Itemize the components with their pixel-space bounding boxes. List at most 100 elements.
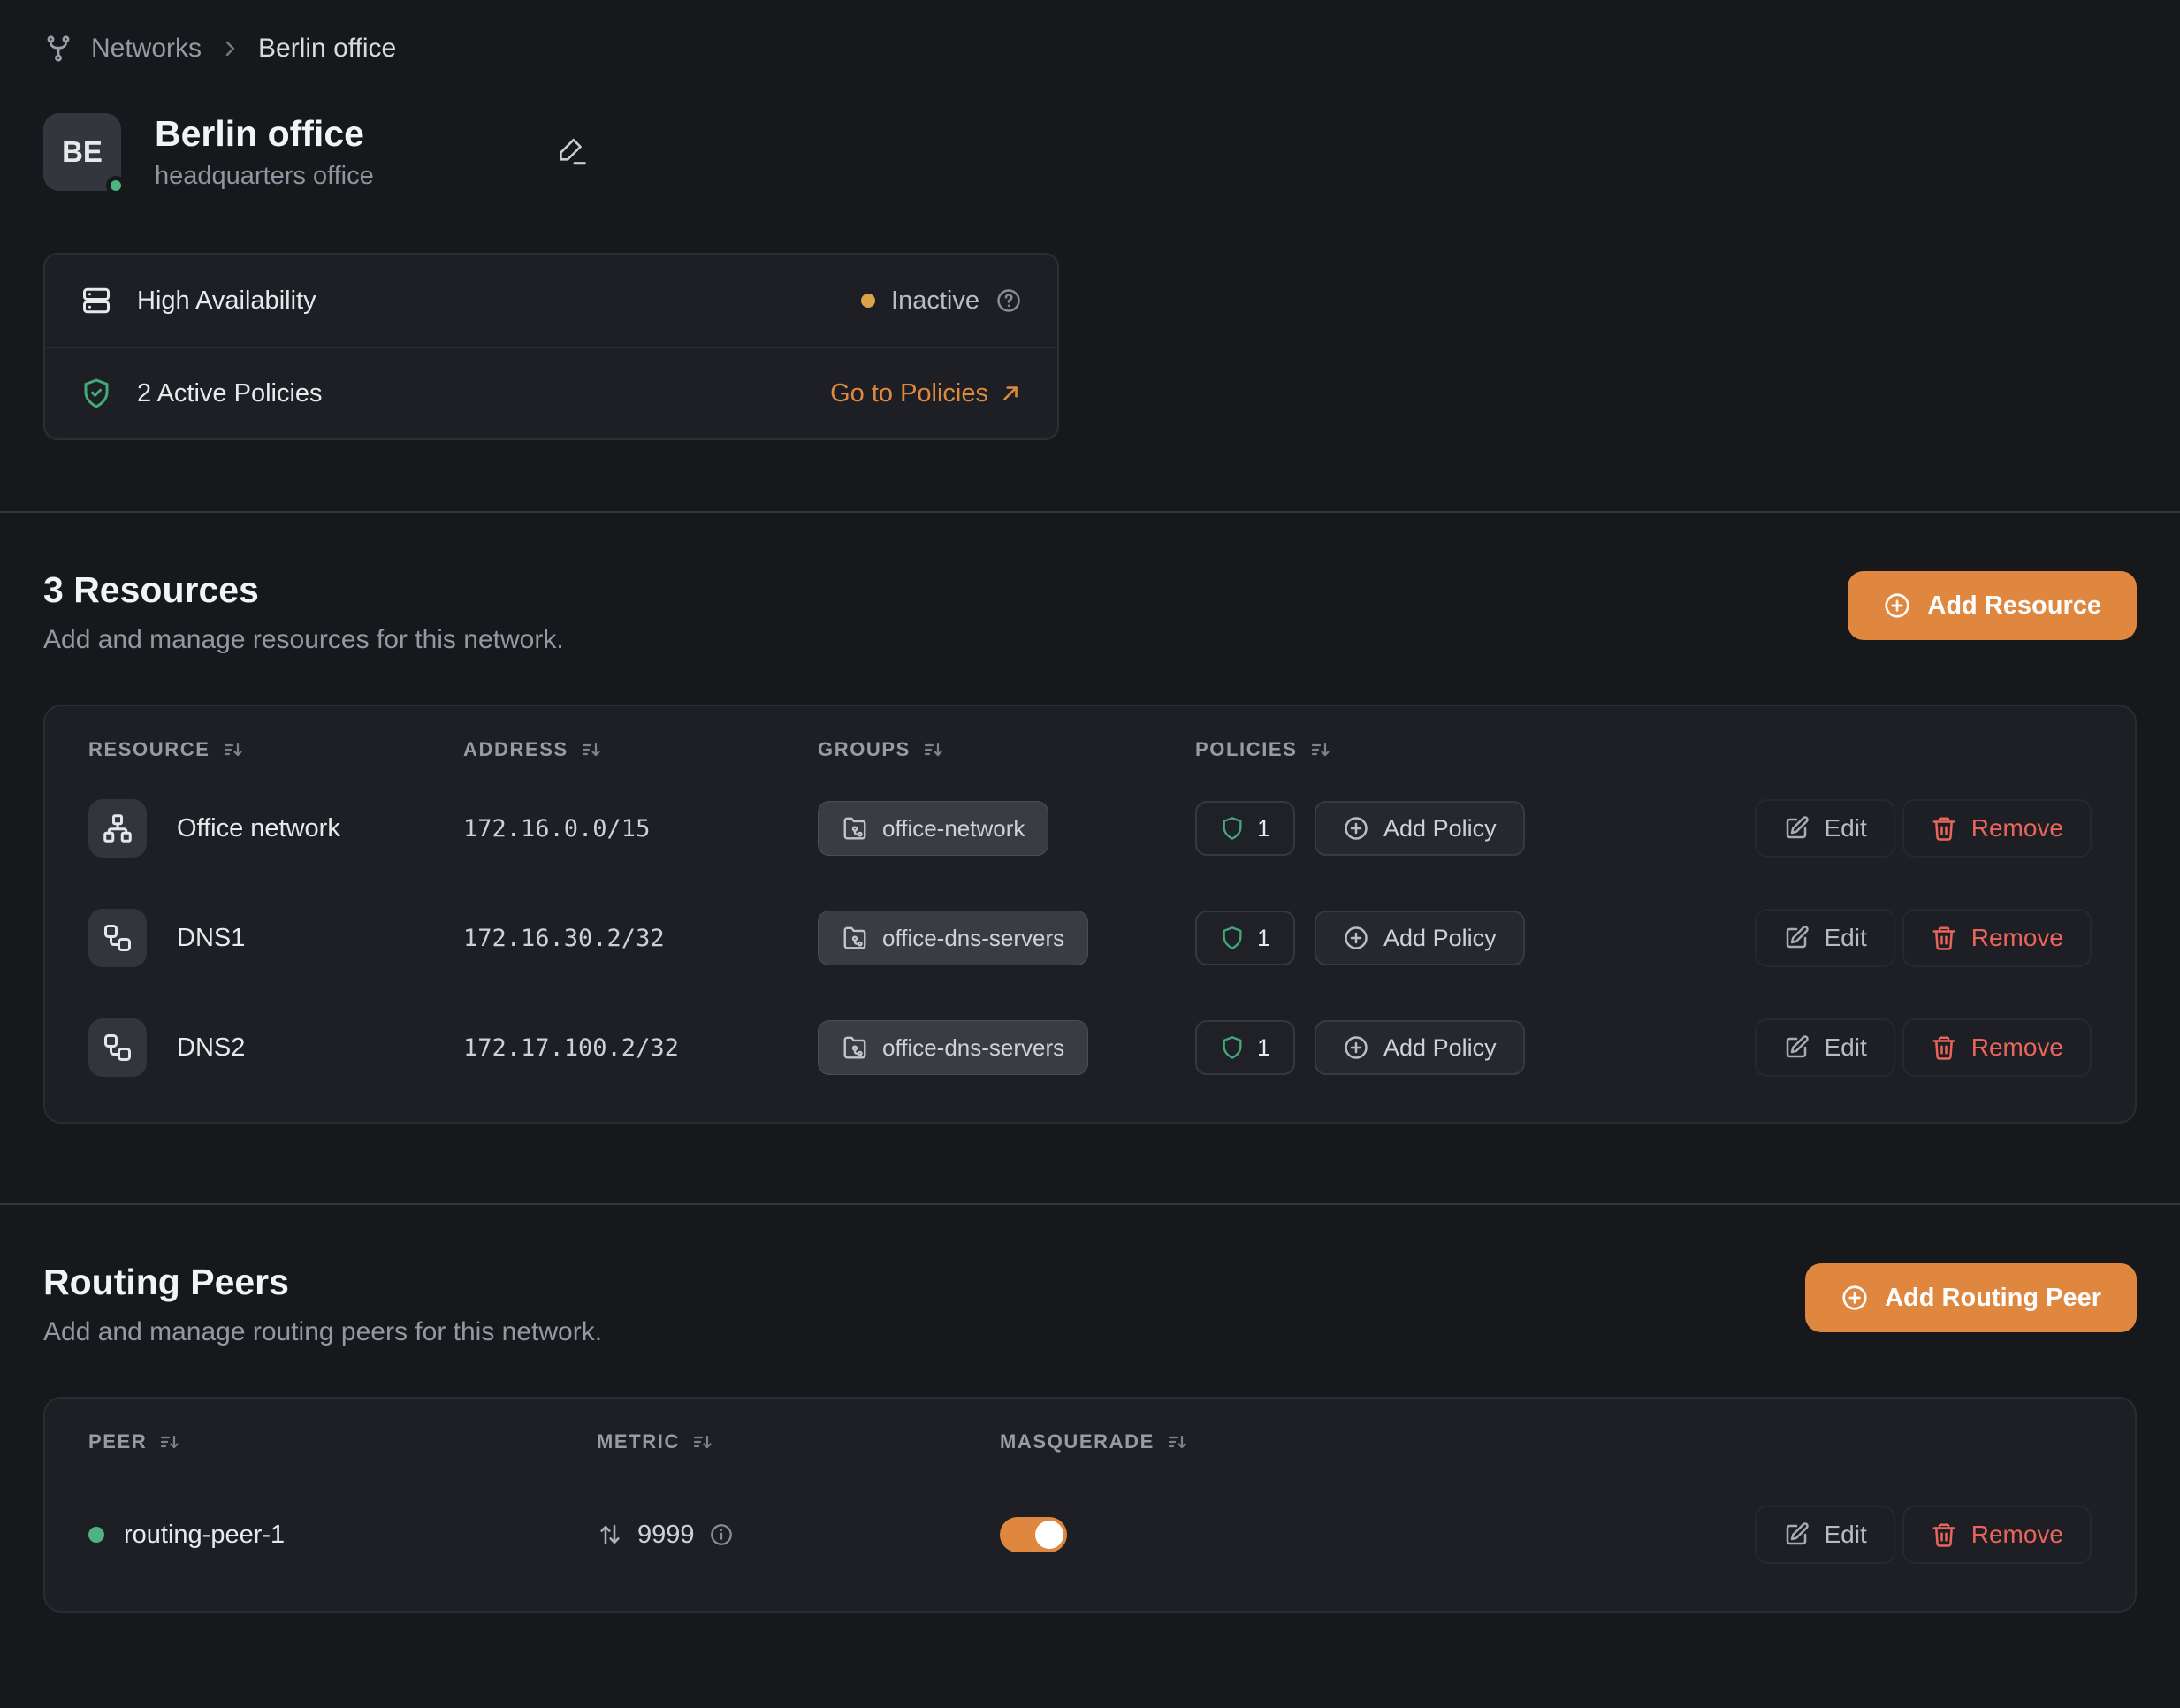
col-resource[interactable]: RESOURCE	[88, 738, 463, 761]
page-title: Berlin office	[155, 113, 364, 154]
sort-icon[interactable]	[923, 739, 944, 760]
col-masquerade[interactable]: MASQUERADE	[1000, 1430, 1495, 1453]
edit-button[interactable]: Edit	[1755, 909, 1895, 968]
resource-type-tile	[88, 909, 147, 968]
resource-type-tile	[88, 799, 147, 858]
add-policy-button[interactable]: Add Policy	[1315, 801, 1525, 857]
workflow-icon	[102, 1032, 133, 1064]
network-header: BE Berlin office headquarters office	[0, 113, 2180, 196]
square-pen-icon	[1783, 1521, 1810, 1548]
section-divider	[0, 511, 2180, 514]
policy-count-badge[interactable]: 1	[1195, 801, 1296, 857]
resource-type-tile	[88, 1018, 147, 1078]
trash-icon	[1931, 1521, 1957, 1548]
sort-icon[interactable]	[223, 739, 244, 760]
trash-icon	[1931, 925, 1957, 951]
breadcrumb-current: Berlin office	[258, 34, 397, 63]
remove-button[interactable]: Remove	[1902, 1506, 2092, 1565]
edit-button[interactable]: Edit	[1755, 799, 1895, 858]
table-row: DNS1 172.16.30.2/32 office-dns-servers 1…	[45, 883, 2135, 993]
trash-icon	[1931, 815, 1957, 842]
go-to-policies-link[interactable]: Go to Policies	[830, 379, 1022, 408]
peer-online-dot	[88, 1527, 104, 1544]
plus-circle-icon	[1343, 1034, 1369, 1061]
policy-count-badge[interactable]: 1	[1195, 911, 1296, 966]
arrow-up-down-icon	[597, 1521, 623, 1548]
resource-name: Office network	[177, 813, 340, 843]
remove-button[interactable]: Remove	[1902, 909, 2092, 968]
breadcrumb: Networks Berlin office	[0, 0, 2180, 64]
ha-status: Inactive	[891, 286, 979, 315]
peers-section-head: Routing Peers Add and manage routing pee…	[43, 1262, 2137, 1347]
remove-button[interactable]: Remove	[1902, 799, 2092, 858]
resources-table-header: RESOURCE ADDRESS GROUPS POLICIES	[45, 706, 2135, 774]
group-badge[interactable]: office-dns-servers	[818, 1020, 1089, 1076]
col-metric[interactable]: METRIC	[597, 1430, 1000, 1453]
add-resource-button[interactable]: Add Resource	[1848, 571, 2137, 641]
plus-circle-icon	[1343, 925, 1369, 951]
col-peer[interactable]: PEER	[88, 1430, 597, 1453]
online-status-dot	[106, 176, 126, 196]
help-circle-icon[interactable]	[995, 287, 1022, 314]
sort-icon[interactable]	[159, 1431, 180, 1453]
col-address[interactable]: ADDRESS	[463, 738, 818, 761]
metric-value: 9999	[637, 1520, 695, 1549]
breadcrumb-networks[interactable]: Networks	[91, 34, 202, 63]
add-policy-button[interactable]: Add Policy	[1315, 911, 1525, 966]
add-routing-peer-button[interactable]: Add Routing Peer	[1805, 1263, 2137, 1333]
remove-button[interactable]: Remove	[1902, 1018, 2092, 1078]
table-row: Office network 172.16.0.0/15 office-netw…	[45, 774, 2135, 883]
sort-icon[interactable]	[692, 1431, 713, 1453]
square-pen-icon	[1783, 925, 1810, 951]
policy-count-badge[interactable]: 1	[1195, 1020, 1296, 1076]
group-badge[interactable]: office-network	[818, 801, 1049, 857]
plus-circle-icon	[1343, 815, 1369, 842]
high-availability-label: High Availability	[137, 286, 316, 315]
resources-section-head: 3 Resources Add and manage resources for…	[43, 569, 2137, 655]
resources-subtitle: Add and manage resources for this networ…	[43, 625, 564, 655]
workflow-icon	[102, 922, 133, 954]
col-policies[interactable]: POLICIES	[1195, 738, 1673, 761]
page-subtitle: headquarters office	[155, 162, 374, 191]
toggle-knob	[1035, 1521, 1063, 1550]
shield-icon	[1220, 926, 1245, 950]
col-groups[interactable]: GROUPS	[818, 738, 1195, 761]
active-policies-row: 2 Active Policies Go to Policies	[45, 347, 1057, 438]
group-badge[interactable]: office-dns-servers	[818, 911, 1089, 966]
resource-name: DNS2	[177, 1033, 246, 1062]
square-pen-icon	[1783, 815, 1810, 842]
edit-button[interactable]: Edit	[1755, 1018, 1895, 1078]
high-availability-row: High Availability Inactive	[45, 255, 1057, 347]
network-icon	[102, 812, 133, 844]
add-policy-button[interactable]: Add Policy	[1315, 1020, 1525, 1076]
info-circle-icon[interactable]	[709, 1522, 734, 1547]
active-policies-label: 2 Active Policies	[137, 378, 323, 408]
networks-icon	[43, 34, 73, 64]
resource-name: DNS1	[177, 923, 246, 952]
plus-circle-icon	[1841, 1284, 1869, 1312]
folder-git-icon	[842, 1034, 868, 1061]
table-row: DNS2 172.17.100.2/32 office-dns-servers …	[45, 993, 2135, 1102]
chevron-right-icon	[219, 38, 240, 59]
shield-check-icon	[80, 377, 112, 409]
network-avatar: BE	[43, 113, 126, 196]
resource-address: 172.16.0.0/15	[463, 814, 651, 843]
trash-icon	[1931, 1034, 1957, 1061]
resource-address: 172.17.100.2/32	[463, 1033, 679, 1062]
sort-icon[interactable]	[1167, 1431, 1188, 1453]
resources-table: RESOURCE ADDRESS GROUPS POLICIES Office …	[43, 705, 2137, 1125]
peers-table: PEER METRIC MASQUERADE routing-peer-1 99…	[43, 1397, 2137, 1613]
peer-name: routing-peer-1	[124, 1520, 286, 1549]
section-divider	[0, 1203, 2180, 1206]
folder-git-icon	[842, 815, 868, 842]
edit-network-icon[interactable]	[555, 135, 589, 169]
peers-title: Routing Peers	[43, 1262, 289, 1303]
masquerade-toggle[interactable]	[1000, 1517, 1067, 1553]
avatar-initials: BE	[62, 135, 103, 169]
sort-icon[interactable]	[581, 739, 602, 760]
sort-icon[interactable]	[1310, 739, 1331, 760]
edit-button[interactable]: Edit	[1755, 1506, 1895, 1565]
peers-table-header: PEER METRIC MASQUERADE	[45, 1399, 2135, 1466]
resource-address: 172.16.30.2/32	[463, 924, 665, 952]
server-icon	[80, 285, 112, 316]
